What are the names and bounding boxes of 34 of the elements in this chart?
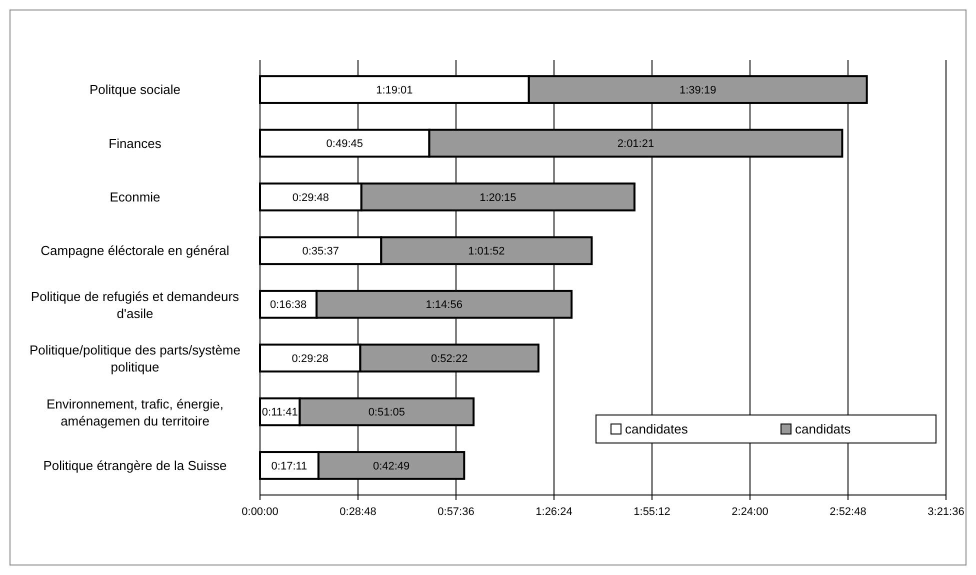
data-label: 0:17:11 [271, 460, 308, 472]
data-label: 0:11:41 [262, 406, 298, 419]
data-label: 1:20:15 [480, 192, 516, 204]
x-tick-label: 1:26:24 [536, 506, 572, 518]
data-label: 0:52:22 [431, 352, 468, 365]
y-tick-label: Politique/politique des parts/système politique [29, 342, 241, 375]
x-tick-label: 0:28:48 [340, 506, 376, 518]
y-tick-label: Politique de refugiés et demandeurs d'asile [30, 288, 240, 321]
data-label: 0:29:28 [292, 352, 328, 365]
y-tick-label: Econmie [110, 189, 160, 204]
x-tick-label: 0:57:36 [438, 506, 474, 518]
data-label: 0:16:38 [270, 299, 307, 312]
data-label: 0:35:37 [302, 246, 339, 258]
x-tick-label: 0:00:00 [242, 506, 278, 518]
data-label: 0:51:05 [368, 406, 406, 419]
data-label: 2:01:21 [617, 138, 654, 150]
legend-label: candidats [795, 422, 852, 437]
y-tick-label: Campagne éléctorale en général [40, 243, 230, 258]
data-label: 1:01:52 [468, 246, 505, 258]
x-tick-label: 2:24:00 [732, 506, 768, 518]
data-label: 0:49:45 [326, 138, 363, 150]
legend-label: candidates [625, 422, 688, 437]
y-tick-label: Politique étrangère de la Suisse [43, 458, 227, 474]
data-label: 1:19:01 [376, 84, 413, 96]
y-tick-label: Finances [108, 136, 162, 151]
x-tick-label: 3:21:36 [928, 506, 964, 518]
y-tick-label: Environnement, trafic, énergie, aménagemen du territoire [46, 396, 224, 428]
x-tick-label: 2:52:48 [830, 506, 866, 518]
data-label: 1:14:56 [426, 299, 462, 312]
data-label: 0:29:48 [292, 192, 330, 204]
data-label: 1:39:19 [680, 84, 716, 96]
x-tick-label: 1:55:12 [634, 506, 670, 518]
y-tick-label: Politque sociale [89, 82, 181, 98]
data-label: 0:42:49 [372, 460, 410, 472]
